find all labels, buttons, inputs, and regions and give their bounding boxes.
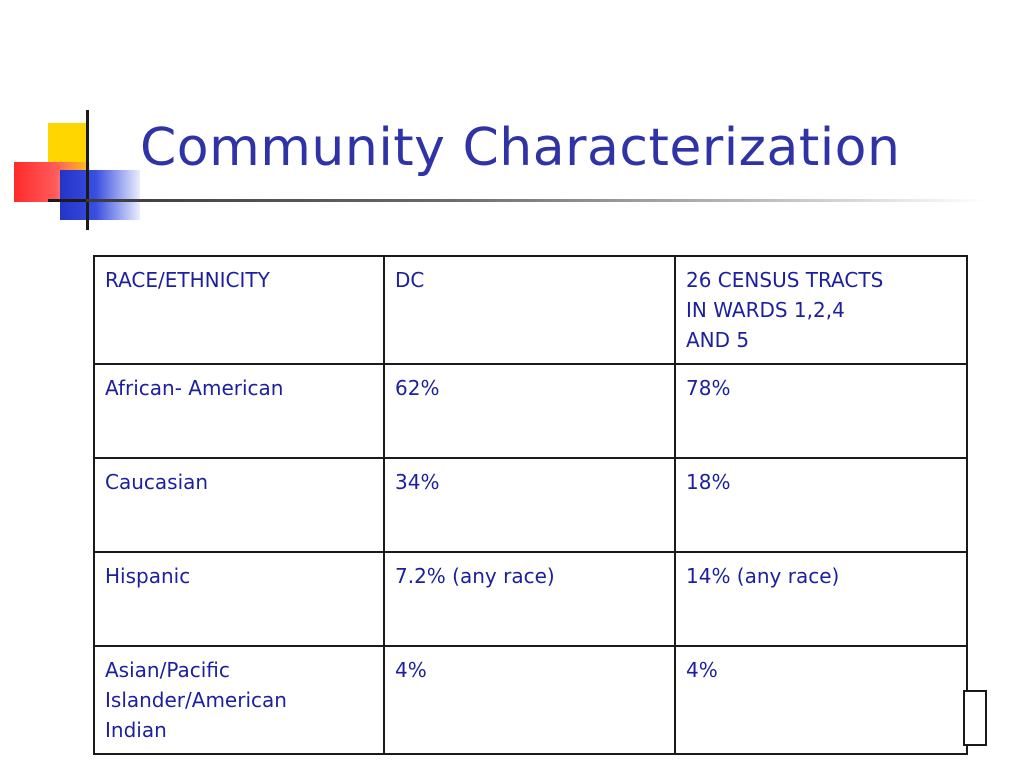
table-cell: Hispanic xyxy=(93,551,385,647)
ethnicity-table: RACE/ETHNICITY DC 26 CENSUS TRACTS IN WA… xyxy=(93,255,968,755)
table-header-row: RACE/ETHNICITY DC 26 CENSUS TRACTS IN WA… xyxy=(93,255,968,365)
slide-title: Community Characterization xyxy=(140,118,901,178)
table-row: Hispanic 7.2% (any race) 14% (any race) xyxy=(93,551,968,647)
table-cell: 78% xyxy=(674,363,968,459)
header-cell-race: RACE/ETHNICITY xyxy=(93,255,385,365)
table-row: Asian/Pacific Islander/American Indian 4… xyxy=(93,645,968,755)
table-cell: Asian/Pacific Islander/American Indian xyxy=(93,645,385,755)
table-cell: 62% xyxy=(383,363,676,459)
table-cell: 7.2% (any race) xyxy=(383,551,676,647)
table-cell: African- American xyxy=(93,363,385,459)
table-cell: 4% xyxy=(674,645,968,755)
logo-squares-icon xyxy=(0,0,140,240)
table-cell: 34% xyxy=(383,457,676,553)
logo-vertical-line xyxy=(86,110,89,230)
empty-placeholder-box xyxy=(963,690,987,746)
table-row: African- American 62% 78% xyxy=(93,363,968,459)
logo-blue-square xyxy=(60,170,140,220)
title-underline xyxy=(86,199,986,202)
table-cell: 18% xyxy=(674,457,968,553)
table-cell: Caucasian xyxy=(93,457,385,553)
header-cell-dc: DC xyxy=(383,255,676,365)
table-cell: 14% (any race) xyxy=(674,551,968,647)
table-row: Caucasian 34% 18% xyxy=(93,457,968,553)
header-cell-census-tracts: 26 CENSUS TRACTS IN WARDS 1,2,4 AND 5 xyxy=(674,255,968,365)
table-cell: 4% xyxy=(383,645,676,755)
